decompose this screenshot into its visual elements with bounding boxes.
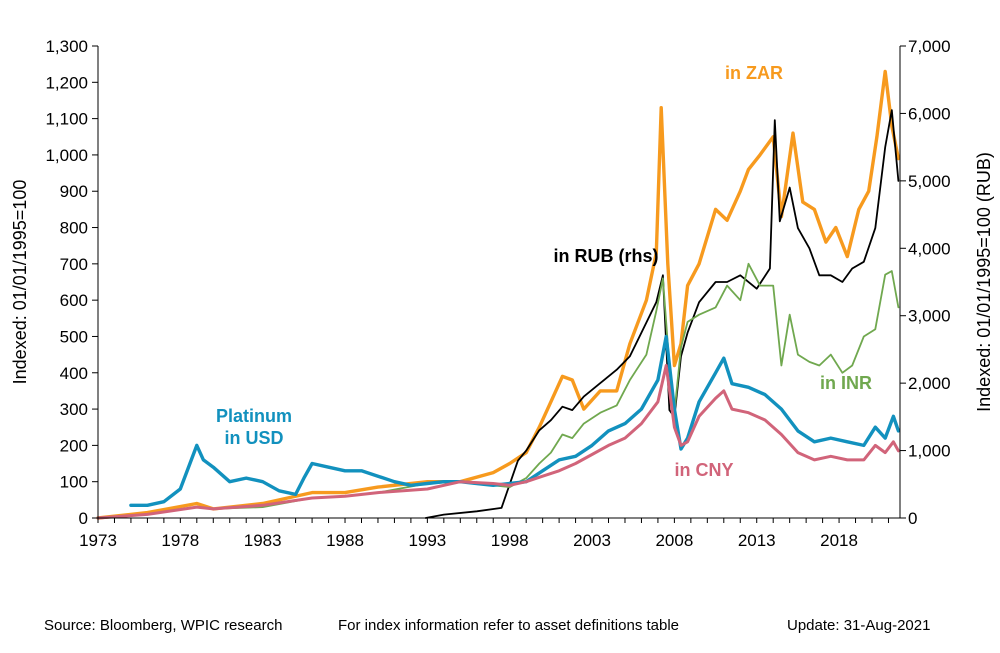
- series-label-line: in RUB (rhs): [554, 246, 659, 266]
- x-tick-label: 1993: [408, 531, 446, 550]
- axes-layer: 0 100 200 300 400 500 600 700 800 900 1,000 1,100 1,…: [10, 37, 994, 550]
- left-tick-label: 700: [60, 255, 88, 274]
- left-tick-label: 1,300: [45, 37, 88, 56]
- series-line-3: [129, 334, 901, 507]
- series-label-line: in CNY: [674, 460, 733, 480]
- left-tick-label: 500: [60, 327, 88, 346]
- right-tick-label: 2,000: [908, 374, 951, 393]
- right-tick-label: 3,000: [908, 307, 951, 326]
- series-line-4: [96, 364, 900, 520]
- left-tick-label: 1,200: [45, 73, 88, 92]
- x-tick-label: 2008: [655, 531, 693, 550]
- right-tick-label: 4,000: [908, 239, 951, 258]
- left-tick-label: 1,000: [45, 146, 88, 165]
- series-line-2: [97, 262, 900, 519]
- right-tick-label: 0: [908, 509, 917, 528]
- series-label-4: in CNY: [674, 460, 733, 480]
- series-label-line: in INR: [820, 373, 872, 393]
- series-label-line: in USD: [224, 428, 283, 448]
- x-tick-label: 2013: [738, 531, 776, 550]
- x-tick-label: 1998: [491, 531, 529, 550]
- footer-update: Update: 31-Aug-2021: [787, 617, 931, 634]
- x-tick-label: 1988: [326, 531, 364, 550]
- right-axis-title: Indexed: 01/01/1995=100 (RUB): [974, 152, 994, 412]
- x-tick-label: 1973: [79, 531, 117, 550]
- x-tick-label: 2003: [573, 531, 611, 550]
- x-tick-label: 1983: [244, 531, 282, 550]
- left-tick-label: 200: [60, 436, 88, 455]
- left-tick-label: 100: [60, 473, 88, 492]
- series-label-2: in INR: [820, 373, 872, 393]
- left-axis-title: Indexed: 01/01/1995=100: [10, 180, 30, 385]
- left-tick-label: 1,100: [45, 110, 88, 129]
- series-label-1: in RUB (rhs): [554, 246, 659, 266]
- left-tick-label: 600: [60, 291, 88, 310]
- footer-note: For index information refer to asset def…: [338, 617, 680, 634]
- left-tick-label: 800: [60, 219, 88, 238]
- series-label-line: Platinum: [216, 406, 292, 426]
- x-tick-label: 2018: [820, 531, 858, 550]
- left-tick-label: 0: [79, 509, 88, 528]
- left-tick-label: 400: [60, 364, 88, 383]
- right-tick-label: 5,000: [908, 172, 951, 191]
- right-tick-label: 7,000: [908, 37, 951, 56]
- x-tick-label: 1978: [161, 531, 199, 550]
- series-label-line: in ZAR: [725, 63, 783, 83]
- right-tick-label: 1,000: [908, 442, 951, 461]
- right-tick-label: 6,000: [908, 104, 951, 123]
- left-tick-label: 900: [60, 182, 88, 201]
- series-label-0: in ZAR: [725, 63, 783, 83]
- footer-source: Source: Bloomberg, WPIC research: [44, 617, 283, 634]
- series-line-0: [96, 69, 901, 520]
- series-label-3: Platinum in USD: [216, 406, 292, 448]
- series-line-1: [424, 109, 900, 519]
- series-layer: [96, 69, 901, 520]
- left-tick-label: 300: [60, 400, 88, 419]
